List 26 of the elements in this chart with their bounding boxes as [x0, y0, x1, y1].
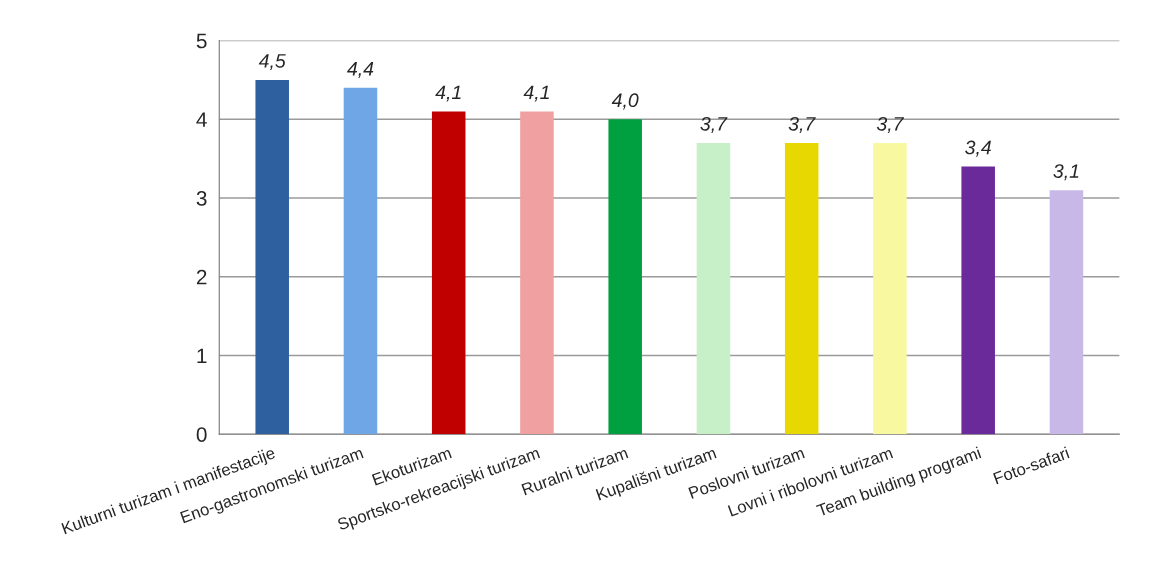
data-label: 4,0	[611, 93, 639, 110]
data-label: 4,4	[347, 62, 374, 78]
bar	[431, 111, 466, 435]
data-label: 4,1	[435, 85, 461, 102]
bar	[608, 119, 642, 435]
bar	[873, 142, 907, 435]
data-label: 3,7	[700, 116, 728, 134]
bar	[1049, 190, 1084, 435]
data-label: 3,1	[1053, 164, 1079, 181]
data-label: 3,7	[788, 116, 816, 134]
bar	[255, 79, 289, 435]
y-tick-label: 5	[196, 33, 207, 49]
bar	[784, 142, 819, 435]
bar	[961, 166, 995, 435]
bar	[520, 111, 554, 435]
bar	[343, 87, 378, 435]
data-label: 4,1	[523, 85, 549, 102]
bar	[696, 142, 731, 435]
y-tick-label: 4	[196, 112, 207, 127]
y-tick-label: 0	[196, 427, 207, 442]
y-tick-label: 2	[196, 269, 207, 285]
data-label: 3,4	[965, 140, 991, 157]
y-tick-label: 1	[197, 348, 207, 364]
data-label: 4,5	[258, 54, 286, 71]
y-tick-label: 3	[196, 191, 207, 206]
data-label: 3,7	[876, 116, 905, 134]
